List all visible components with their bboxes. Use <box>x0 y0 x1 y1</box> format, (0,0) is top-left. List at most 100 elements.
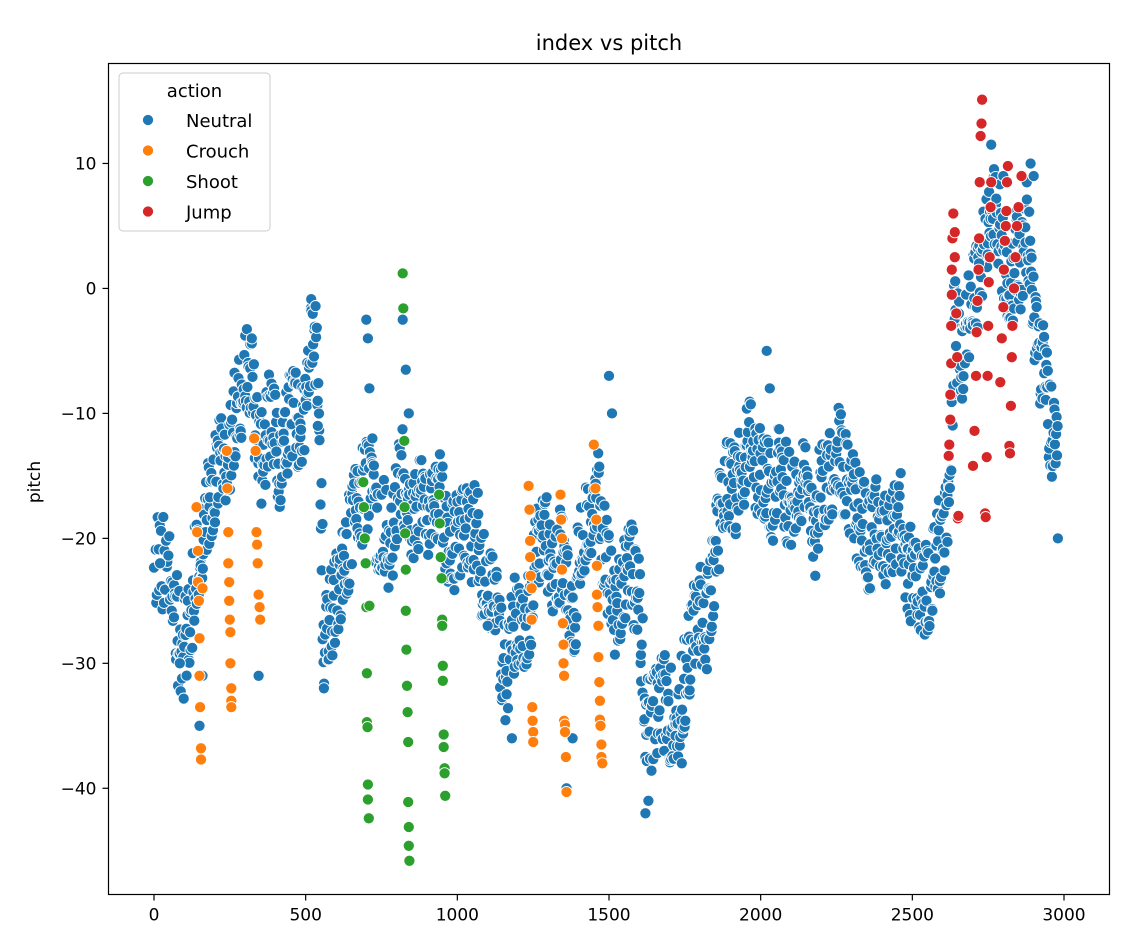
neutral-point <box>593 460 606 473</box>
x-tick-label: 2000 <box>739 906 782 926</box>
neutral-point <box>255 497 268 510</box>
neutral-point <box>313 434 326 447</box>
crouch-point <box>222 557 235 570</box>
neutral-point <box>605 407 619 420</box>
neutral-point <box>938 546 951 559</box>
neutral-point <box>753 422 766 435</box>
shoot-point <box>403 854 416 867</box>
shoot-point <box>359 557 372 570</box>
jump-point <box>974 129 987 143</box>
neutral-point <box>188 614 201 627</box>
neutral-point <box>525 638 538 651</box>
neutral-point <box>858 475 871 488</box>
crouch-point <box>556 617 569 630</box>
shoot-point <box>435 572 448 585</box>
neutral-point <box>295 455 308 468</box>
shoot-point <box>399 604 412 617</box>
neutral-point <box>920 594 933 607</box>
shoot-point <box>438 767 451 780</box>
shoot-point <box>399 563 412 576</box>
neutral-point <box>642 794 655 807</box>
jump-point <box>1000 204 1013 218</box>
neutral-point <box>523 648 536 661</box>
neutral-point <box>602 369 616 382</box>
crouch-point <box>555 563 569 576</box>
neutral-point <box>957 370 970 383</box>
jump-point <box>994 376 1007 389</box>
y-tick-label: 10 <box>75 154 97 174</box>
neutral-point <box>326 649 339 662</box>
neutral-point <box>744 398 757 411</box>
crouch-point <box>526 714 539 727</box>
neutral-point <box>704 584 717 597</box>
neutral-point <box>635 638 648 651</box>
neutral-point <box>481 619 494 632</box>
neutral-point <box>472 508 485 521</box>
neutral-point <box>167 611 181 624</box>
crouch-point <box>522 479 535 492</box>
neutral-point <box>279 406 292 419</box>
neutral-point <box>177 692 190 705</box>
crouch-point <box>590 559 603 572</box>
legend-marker-shoot <box>141 174 155 188</box>
jump-point <box>945 263 958 276</box>
neutral-point <box>923 619 936 633</box>
neutral-point <box>1027 169 1040 183</box>
legend-box <box>118 72 271 232</box>
neutral-point <box>1023 205 1036 218</box>
neutral-point <box>386 569 399 582</box>
legend-marker-neutral <box>141 113 155 127</box>
neutral-point <box>675 757 688 770</box>
crouch-point <box>594 719 607 732</box>
jump-point <box>944 413 957 426</box>
neutral-point <box>684 673 697 686</box>
crouch-point <box>190 501 203 514</box>
neutral-point <box>809 569 822 582</box>
shoot-point <box>433 488 446 501</box>
jump-point <box>971 294 984 307</box>
neutral-point <box>763 382 776 395</box>
neutral-point <box>962 269 975 282</box>
shoot-point <box>402 795 415 809</box>
neutral-point <box>459 522 472 535</box>
jump-point <box>943 438 956 451</box>
crouch-point <box>221 482 234 495</box>
neutral-point <box>310 321 323 334</box>
legend-label-neutral: Neutral <box>186 111 252 132</box>
crouch-point <box>194 753 208 766</box>
neutral-point <box>664 661 677 674</box>
jump-point <box>1003 447 1017 460</box>
neutral-point <box>252 669 265 682</box>
crouch-point <box>595 738 608 751</box>
shoot-point <box>361 721 374 734</box>
neutral-point <box>569 621 582 634</box>
neutral-point <box>433 448 446 461</box>
crouch-point <box>194 742 208 755</box>
neutral-point <box>281 467 294 480</box>
crouch-point <box>555 532 569 545</box>
legend-marker-jump <box>141 205 155 218</box>
shoot-point <box>401 706 414 719</box>
jump-point <box>1009 251 1022 264</box>
neutral-point <box>1041 364 1054 377</box>
neutral-point <box>1040 346 1053 359</box>
neutral-point <box>163 530 176 543</box>
y-tick-label: 0 <box>86 279 97 299</box>
points-layer <box>147 93 1064 867</box>
neutral-point <box>474 565 487 578</box>
crouch-point <box>249 444 262 457</box>
x-axis: 0 500 1000 1500 2000 2500 3000 <box>149 894 1086 926</box>
neutral-point <box>277 434 291 447</box>
neutral-point <box>894 467 907 480</box>
neutral-point <box>477 527 490 541</box>
neutral-point <box>662 695 675 708</box>
neutral-point <box>490 570 503 583</box>
neutral-point <box>647 695 660 708</box>
jump-point <box>948 251 961 264</box>
neutral-point <box>180 669 193 682</box>
y-tick-label: −30 <box>61 654 97 674</box>
neutral-point <box>471 486 484 499</box>
jump-point <box>995 332 1008 345</box>
neutral-point <box>756 454 769 467</box>
